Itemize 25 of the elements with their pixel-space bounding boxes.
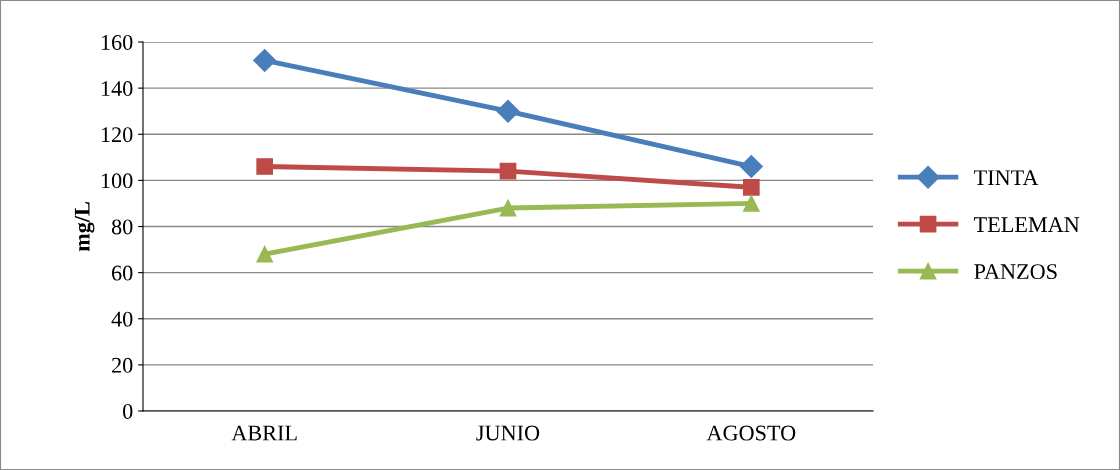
y-tick-label: 100 bbox=[101, 173, 133, 189]
y-tick-label: 0 bbox=[123, 403, 133, 419]
x-tick-label: ABRIL bbox=[231, 425, 297, 441]
point bbox=[256, 245, 274, 263]
point bbox=[253, 48, 277, 72]
y-tick-label: 60 bbox=[112, 265, 133, 281]
x-tick-label: AGOSTO bbox=[706, 425, 796, 441]
point bbox=[499, 162, 517, 180]
x-tick-label: JUNIO bbox=[476, 425, 540, 441]
y-axis-title: mg/L bbox=[74, 202, 95, 252]
point bbox=[742, 178, 760, 196]
y-tick-label: 160 bbox=[101, 34, 133, 50]
point bbox=[739, 155, 763, 179]
y-tick-label: 140 bbox=[101, 81, 133, 97]
point bbox=[499, 199, 517, 217]
y-tick-label: 80 bbox=[111, 219, 133, 235]
point bbox=[256, 158, 274, 175]
y-tick-label: 40 bbox=[111, 311, 133, 327]
y-tick-label: 20 bbox=[112, 357, 133, 373]
point bbox=[496, 99, 520, 123]
legend-label: TELEMAN bbox=[974, 217, 1080, 232]
legend-label: PANZOS bbox=[974, 264, 1057, 280]
y-tick-label: 120 bbox=[101, 127, 133, 143]
legend-label: TINTA bbox=[974, 170, 1039, 185]
point bbox=[742, 195, 760, 212]
